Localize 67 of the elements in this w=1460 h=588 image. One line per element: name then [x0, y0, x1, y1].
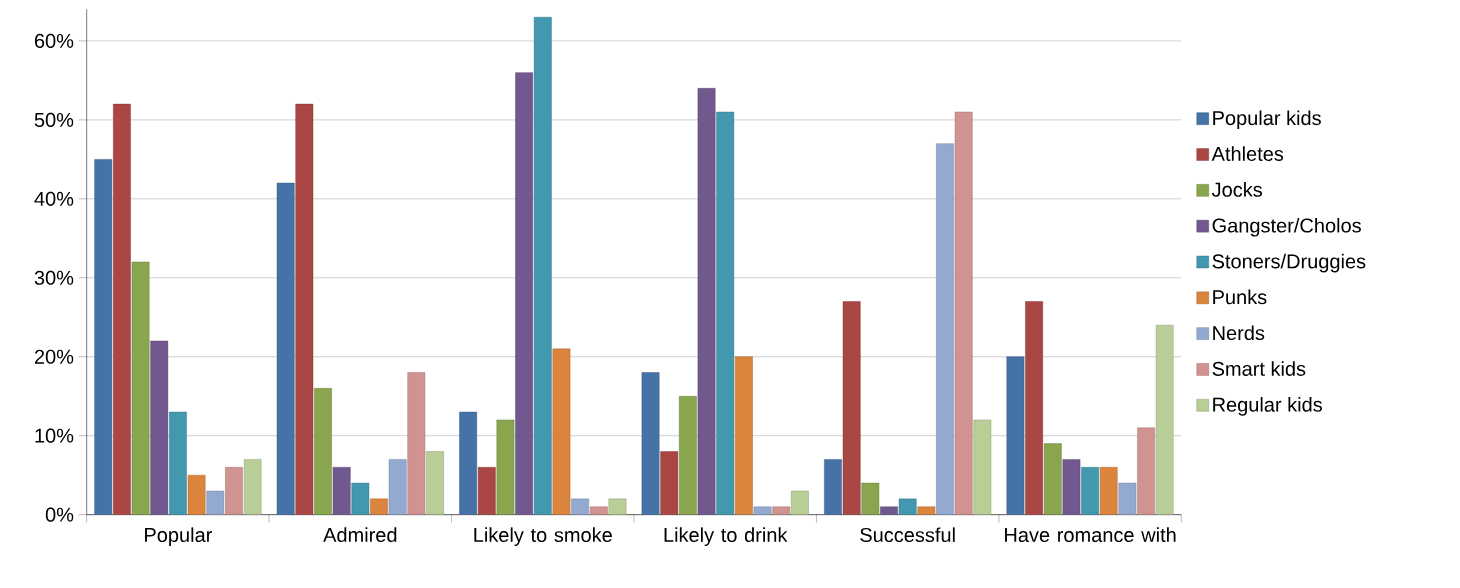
bar: [1081, 467, 1099, 515]
bar: [697, 88, 716, 515]
y-tick-label: 0%: [45, 507, 74, 522]
bar: [936, 143, 954, 515]
bar: [1043, 443, 1062, 515]
bar: [1062, 459, 1081, 515]
bar: [824, 459, 842, 515]
x-tick-label: Popular: [145, 527, 213, 546]
bar: [388, 459, 407, 515]
bar: [842, 301, 861, 515]
bar: [94, 159, 113, 515]
legend-label: Gangster/Cholos: [1212, 217, 1361, 237]
legend-label: Nerds: [1213, 325, 1265, 341]
bar: [608, 498, 627, 515]
bar: [295, 103, 314, 515]
bar: [954, 111, 973, 515]
bar: [1155, 324, 1174, 515]
legend-label: Regular kids: [1213, 397, 1322, 416]
bar: [113, 103, 131, 515]
x-tick-label: Successful: [860, 527, 955, 543]
x-tick-label: Admired: [323, 527, 397, 543]
y-tick-label: 20%: [34, 349, 74, 364]
bar: [1099, 467, 1118, 515]
bar: [150, 340, 169, 515]
bar: [533, 17, 552, 515]
bar: [243, 459, 262, 515]
bar: [861, 482, 880, 515]
bar: [641, 372, 660, 515]
bar: [477, 467, 496, 515]
bar: [496, 419, 515, 515]
legend-label: Jocks: [1211, 182, 1262, 197]
bar: [426, 451, 444, 515]
legend-label: Popular kids: [1213, 110, 1321, 130]
bar: [515, 72, 533, 515]
x-tick-label: Have romance with: [1005, 527, 1176, 543]
bar: [351, 482, 370, 515]
bar: [276, 182, 295, 515]
y-tick-label: 50%: [34, 112, 74, 127]
legend-label: Athletes: [1211, 146, 1284, 161]
bar: [679, 396, 697, 515]
bar: [131, 261, 150, 515]
bar: [314, 388, 332, 515]
bar: [459, 411, 477, 515]
bar: [1006, 356, 1025, 515]
bar: [898, 498, 917, 515]
y-tick-label: 60%: [34, 33, 74, 48]
legend-label: Punks: [1213, 289, 1267, 305]
legend-label: Smart kids: [1212, 361, 1306, 376]
y-tick-label: 10%: [35, 428, 74, 443]
bar: [552, 348, 571, 515]
legend-label: Stoners/Druggies: [1212, 253, 1366, 273]
bar: [660, 451, 679, 515]
bar: [973, 419, 992, 515]
bar: [880, 506, 898, 515]
y-tick-label: 40%: [34, 191, 74, 206]
x-tick-label: Likely to smoke: [474, 527, 612, 546]
bar: [225, 467, 243, 515]
x-tick-label: Likely to drink: [664, 527, 788, 546]
bar: [332, 467, 351, 515]
bar: [169, 411, 187, 515]
bar: [735, 356, 753, 515]
bar: [716, 111, 735, 515]
bar: [1137, 427, 1155, 515]
bar: [407, 372, 426, 515]
bar: [1025, 301, 1043, 515]
bar: [791, 490, 809, 515]
y-tick-label: 30%: [34, 270, 74, 285]
